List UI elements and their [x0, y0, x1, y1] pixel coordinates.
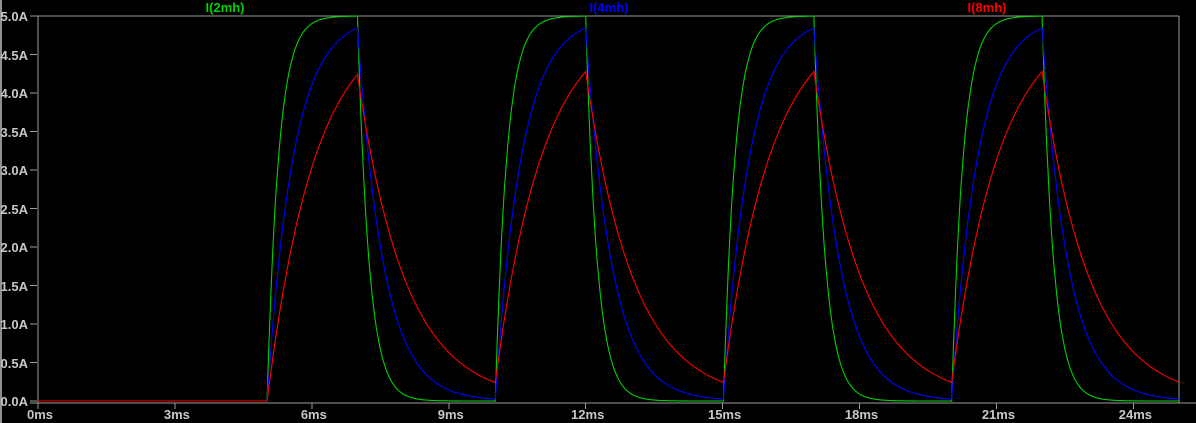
trace-i8mh [38, 70, 1180, 402]
y-tick-label: 3.0A [0, 163, 28, 178]
y-tick-label: 4.0A [0, 86, 28, 101]
trace-label-i2mh[interactable]: I(2mh) [205, 0, 245, 15]
x-tick-label: 24ms [1118, 407, 1152, 422]
x-tick-label: 12ms [571, 407, 605, 422]
y-tick-label: 4.5A [0, 47, 28, 63]
y-tick-label: 1.5A [0, 278, 28, 294]
trace-i2mh [38, 15, 1179, 402]
y-tick-label: 3.5A [0, 124, 28, 140]
x-tick-label: 0ms [26, 407, 54, 422]
window-left-border [0, 0, 2, 423]
x-tick-label: 3ms [163, 407, 190, 422]
x-tick-label: 18ms [844, 407, 879, 422]
x-tick-label: 6ms [300, 407, 327, 422]
y-tick-label: 0.0A [0, 394, 28, 409]
trace-label-i8mh[interactable]: I(8mh) [967, 0, 1007, 15]
x-tick-label: 9ms [437, 407, 464, 422]
y-tick-label: 0.5A [0, 355, 28, 371]
y-tick-label: 2.0A [0, 240, 28, 255]
y-tick-label: 5.0A [0, 9, 28, 24]
x-tick-label: 15ms [707, 407, 742, 422]
y-tick-label: 2.5A [0, 201, 28, 217]
trace-label-i4mh[interactable]: I(4mh) [589, 0, 629, 15]
x-tick-label: 21ms [981, 407, 1016, 422]
trace-i4mh [38, 26, 1180, 402]
y-tick-label: 1.0A [0, 317, 28, 332]
